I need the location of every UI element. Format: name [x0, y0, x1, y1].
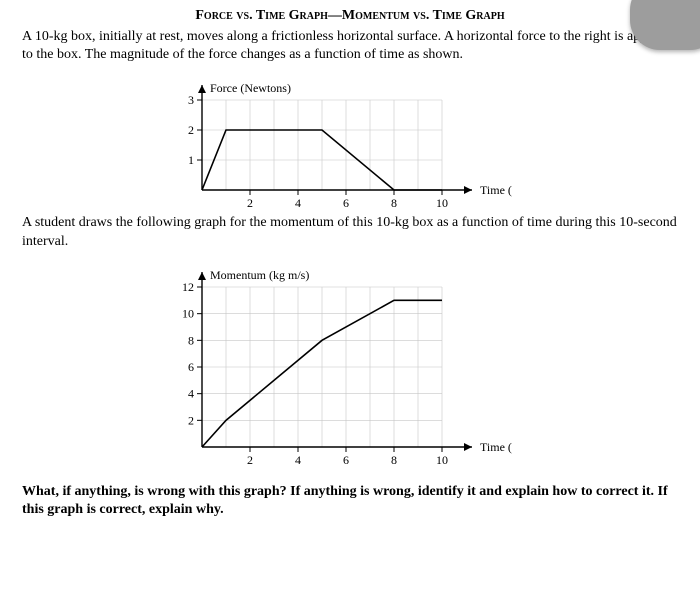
svg-text:1: 1 — [188, 153, 194, 167]
force-chart-svg: 246810123Force (Newtons)Time (seconds) — [162, 70, 512, 210]
svg-text:Time (seconds): Time (seconds) — [480, 440, 512, 454]
svg-text:10: 10 — [436, 196, 448, 210]
svg-text:2: 2 — [247, 453, 253, 467]
svg-text:2: 2 — [188, 123, 194, 137]
momentum-chart-svg: 2 4 6 8 10 2 4 6 8 10 12 Momentum (kg m/s) Time (sec… — [162, 257, 512, 477]
svg-text:Time (seconds): Time (seconds) — [480, 183, 512, 197]
svg-text:8: 8 — [391, 196, 397, 210]
svg-text:4: 4 — [295, 453, 301, 467]
after-force-paragraph: A student draws the following graph for … — [22, 214, 678, 250]
svg-text:6: 6 — [343, 196, 349, 210]
svg-text:10: 10 — [436, 453, 448, 467]
svg-text:4: 4 — [295, 196, 301, 210]
svg-text:2: 2 — [247, 196, 253, 210]
page-title: Force vs. Time Graph—Momentum vs. Time G… — [22, 8, 678, 24]
svg-text:10: 10 — [182, 306, 194, 320]
force-chart: 246810123Force (Newtons)Time (seconds) — [162, 70, 512, 210]
svg-text:8: 8 — [391, 453, 397, 467]
svg-text:6: 6 — [188, 360, 194, 374]
svg-text:4: 4 — [188, 386, 194, 400]
svg-text:2: 2 — [188, 413, 194, 427]
momentum-chart: 2 4 6 8 10 2 4 6 8 10 12 Momentum (kg m/s) Time (sec… — [162, 257, 512, 477]
svg-text:6: 6 — [343, 453, 349, 467]
question-paragraph: What, if anything, is wrong with this gr… — [22, 483, 678, 519]
corner-tab — [630, 0, 700, 50]
svg-text:3: 3 — [188, 93, 194, 107]
svg-text:Force (Newtons): Force (Newtons) — [210, 81, 291, 95]
svg-text:Momentum (kg m/s): Momentum (kg m/s) — [210, 268, 309, 282]
intro-paragraph: A 10-kg box, initially at rest, moves al… — [22, 28, 678, 64]
svg-text:12: 12 — [182, 280, 194, 294]
page: Force vs. Time Graph—Momentum vs. Time G… — [0, 0, 700, 519]
svg-text:8: 8 — [188, 333, 194, 347]
